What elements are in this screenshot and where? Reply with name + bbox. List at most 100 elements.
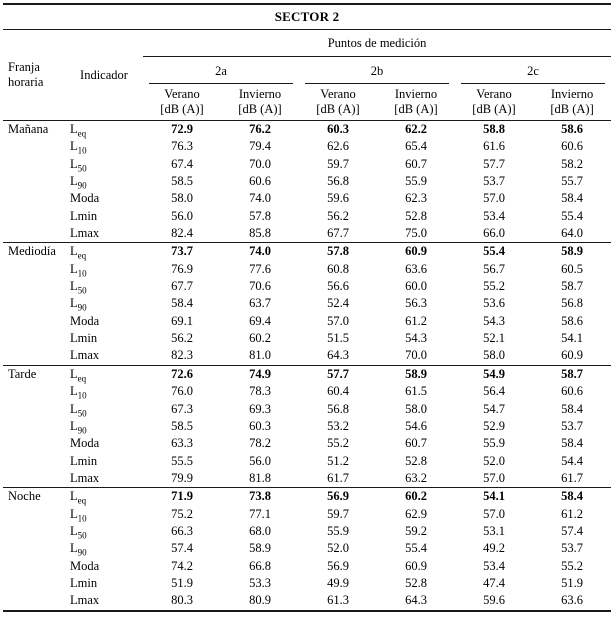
value-cell: 57.4 <box>561 523 583 538</box>
table-row: Moda 69.1 69.4 57.0 61.2 54.3 58.6 <box>3 313 611 330</box>
indicator-cell: L90 <box>65 418 143 435</box>
value-cell: 53.3 <box>249 575 271 590</box>
value-cell: 58.4 <box>561 436 583 451</box>
value-cell: 77.6 <box>249 261 271 276</box>
indicator-cell: Leq <box>65 364 143 384</box>
value-cell: 51.9 <box>561 575 583 590</box>
value-cell: 57.0 <box>483 470 505 485</box>
value-cell: 61.2 <box>561 506 583 521</box>
value-cell: 57.8 <box>299 242 377 261</box>
indicator-label: L <box>70 174 78 189</box>
table-header: SECTOR 2 Franja horaria Indicador Puntos… <box>3 4 612 121</box>
value-cell: 59.6 <box>327 191 349 206</box>
value-cell: 82.3 <box>171 348 193 363</box>
value-cell: 57.0 <box>483 191 505 206</box>
col-header-verano-2c: Verano [dB (A)] <box>455 84 533 121</box>
value-cell: 62.6 <box>327 139 349 154</box>
value-cell: 63.6 <box>561 593 583 608</box>
value-cell: 82.4 <box>171 226 193 241</box>
indicator-cell: Leq <box>65 120 143 139</box>
indicator-label: L <box>70 541 78 556</box>
value-cell: 55.5 <box>171 453 193 468</box>
value-cell: 80.3 <box>171 593 193 608</box>
value-cell: 60.7 <box>405 436 427 451</box>
indicator-label: L <box>70 418 78 433</box>
value-cell: 56.0 <box>249 453 271 468</box>
value-cell: 56.9 <box>327 558 349 573</box>
value-cell: 52.0 <box>483 453 505 468</box>
value-cell: 58.7 <box>561 279 583 294</box>
value-cell: 49.2 <box>483 541 505 556</box>
section-tarde: Tarde Leq 72.6 74.9 57.7 58.9 54.9 58.7 L10 76.0 7… <box>3 364 612 488</box>
table-row: L50 66.3 68.0 55.9 59.2 53.1 57.4 <box>3 523 611 540</box>
indicator-label: L <box>70 366 78 381</box>
table-row: Lmax 82.4 85.8 67.7 75.0 66.0 64.0 <box>3 225 611 243</box>
value-cell: 66.0 <box>483 226 505 241</box>
value-cell: 63.2 <box>405 470 427 485</box>
value-cell: 69.1 <box>171 313 193 328</box>
value-cell: 52.0 <box>327 541 349 556</box>
indicator-label: L <box>70 244 78 259</box>
value-cell: 51.2 <box>327 453 349 468</box>
table-row: Lmax 80.3 80.9 61.3 64.3 59.6 63.6 <box>3 592 611 610</box>
value-cell: 76.2 <box>221 120 299 139</box>
table-row: Moda 74.2 66.8 56.9 60.9 53.4 55.2 <box>3 558 611 575</box>
indicator-cell: Lmin <box>65 330 143 347</box>
indicator-cell: Lmin <box>65 575 143 592</box>
value-cell: 63.7 <box>249 296 271 311</box>
indicator-label: L <box>70 279 78 294</box>
indicator-label: L <box>70 156 78 171</box>
value-cell: 53.7 <box>561 418 583 433</box>
value-cell: 58.4 <box>561 191 583 206</box>
value-cell: 59.2 <box>405 523 427 538</box>
value-cell: 58.6 <box>561 313 583 328</box>
value-cell: 62.3 <box>405 191 427 206</box>
table-row: Moda 63.3 78.2 55.2 60.7 55.9 58.4 <box>3 435 611 452</box>
indicator-label: L <box>70 384 78 399</box>
indicator-cell: L90 <box>65 540 143 557</box>
indicator-subscript: eq <box>77 128 87 139</box>
table-row: L90 58.4 63.7 52.4 56.3 53.6 56.8 <box>3 295 611 312</box>
value-cell: 60.2 <box>377 487 455 506</box>
value-cell: 58.0 <box>483 348 505 363</box>
value-cell: 54.6 <box>405 418 427 433</box>
indicator-label: Lmin <box>70 575 98 590</box>
value-cell: 72.6 <box>143 364 221 384</box>
value-cell: 57.0 <box>327 313 349 328</box>
indicator-label: Lmax <box>70 593 100 608</box>
value-cell: 53.7 <box>561 541 583 556</box>
value-cell: 60.4 <box>327 384 349 399</box>
value-cell: 57.4 <box>171 541 193 556</box>
value-cell: 58.0 <box>171 191 193 206</box>
value-cell: 60.2 <box>249 331 271 346</box>
col-header-invierno-2c: Invierno [dB (A)] <box>533 84 612 121</box>
measurement-points-row: 2a 2b 2c <box>3 57 611 84</box>
indicator-cell: L50 <box>65 156 143 173</box>
indicator-label: L <box>70 296 78 311</box>
indicator-label: L <box>70 261 78 276</box>
indicator-cell: L50 <box>65 523 143 540</box>
section-noche: Noche Leq 71.9 73.8 56.9 60.2 54.1 58.4 L10 75.2 7… <box>3 487 612 611</box>
value-cell: 66.8 <box>249 558 271 573</box>
time-block-label: Noche <box>3 487 65 611</box>
value-cell: 70.6 <box>249 279 271 294</box>
value-cell: 56.3 <box>405 296 427 311</box>
value-cell: 58.0 <box>405 401 427 416</box>
value-cell: 49.9 <box>327 575 349 590</box>
value-cell: 63.6 <box>405 261 427 276</box>
indicator-subscript: 90 <box>77 302 87 313</box>
value-cell: 58.4 <box>171 296 193 311</box>
section-mediodia: Mediodía Leq 73.7 74.0 57.8 60.9 55.4 58.9 L10 76… <box>3 242 612 366</box>
value-cell: 56.0 <box>171 208 193 223</box>
value-cell: 55.4 <box>561 208 583 223</box>
value-cell: 60.6 <box>561 384 583 399</box>
value-cell: 58.2 <box>561 156 583 171</box>
value-cell: 79.4 <box>249 139 271 154</box>
value-cell: 59.6 <box>483 593 505 608</box>
indicator-cell: Leq <box>65 242 143 261</box>
value-cell: 60.9 <box>561 348 583 363</box>
indicator-label: L <box>70 489 78 504</box>
indicator-label: Lmin <box>70 331 98 346</box>
indicator-cell: L10 <box>65 383 143 400</box>
table-row: Lmin 55.5 56.0 51.2 52.8 52.0 54.4 <box>3 453 611 470</box>
